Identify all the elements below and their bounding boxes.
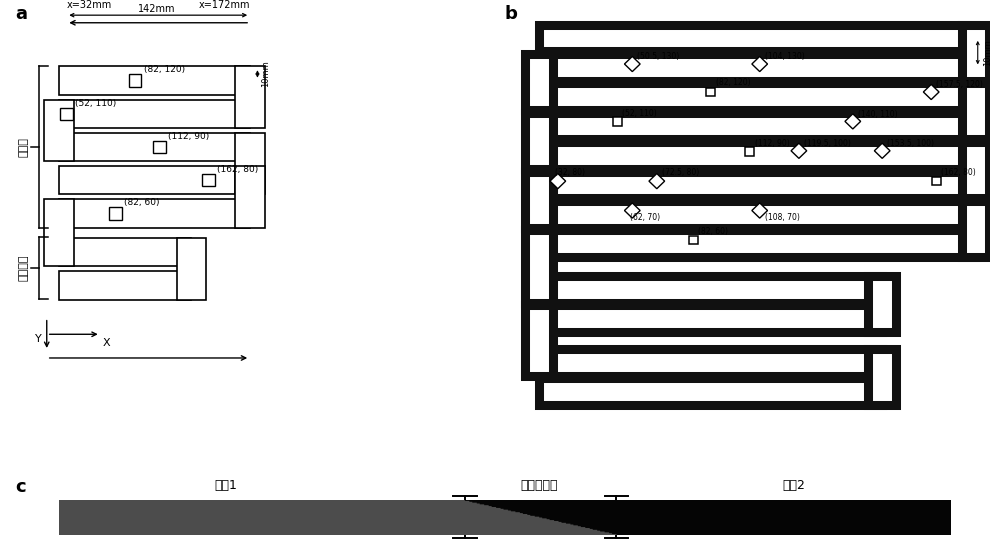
Text: (62, 70): (62, 70) — [630, 214, 660, 222]
Polygon shape — [874, 143, 890, 159]
Polygon shape — [845, 114, 861, 129]
Text: (112, 90): (112, 90) — [168, 132, 210, 141]
Bar — [962, 83, 989, 140]
Bar — [539, 349, 882, 376]
Bar — [525, 113, 553, 169]
Text: (52, 110): (52, 110) — [622, 108, 657, 118]
Text: 材料2: 材料2 — [783, 479, 805, 492]
Text: 10mm: 10mm — [261, 60, 270, 87]
Bar — [539, 172, 975, 198]
Bar — [745, 148, 754, 156]
Text: Y: Y — [35, 334, 42, 344]
Polygon shape — [624, 57, 640, 71]
Bar — [44, 199, 74, 267]
Text: 材料过渡区: 材料过渡区 — [520, 479, 558, 492]
Bar — [613, 117, 622, 126]
Text: x=32mm: x=32mm — [66, 1, 112, 10]
Polygon shape — [624, 203, 640, 218]
Text: X: X — [103, 337, 111, 348]
Bar — [525, 231, 553, 302]
Bar — [539, 83, 975, 110]
Bar — [525, 172, 553, 228]
Polygon shape — [752, 57, 768, 71]
Bar — [539, 25, 975, 51]
Bar — [177, 238, 206, 300]
Text: 转换区: 转换区 — [19, 137, 29, 157]
Text: (32, 80): (32, 80) — [555, 168, 585, 177]
Bar — [235, 133, 265, 195]
Text: b: b — [505, 5, 518, 23]
Bar — [235, 66, 265, 128]
Bar — [59, 66, 250, 95]
Bar — [962, 142, 989, 198]
Bar — [539, 113, 975, 140]
Bar — [539, 378, 882, 405]
Text: (108, 70): (108, 70) — [765, 214, 799, 222]
Polygon shape — [752, 203, 768, 218]
Bar — [59, 100, 250, 128]
Bar — [129, 75, 141, 87]
Text: (153.5, 100): (153.5, 100) — [887, 139, 934, 148]
Polygon shape — [550, 173, 566, 189]
Polygon shape — [923, 84, 939, 100]
Bar — [59, 199, 250, 228]
Text: (162, 80): (162, 80) — [941, 168, 976, 177]
Bar — [689, 235, 698, 244]
Bar — [60, 107, 73, 120]
Bar — [539, 201, 975, 228]
Polygon shape — [791, 143, 807, 159]
Bar — [153, 141, 166, 153]
Bar — [539, 54, 975, 81]
Bar — [706, 88, 715, 96]
Bar — [539, 142, 975, 169]
Text: 材料1: 材料1 — [214, 479, 237, 492]
Polygon shape — [649, 173, 665, 189]
Text: (162, 80): (162, 80) — [217, 165, 259, 174]
Bar — [59, 271, 191, 300]
Text: 预挤出区: 预挤出区 — [19, 255, 29, 281]
Text: (104, 130): (104, 130) — [765, 52, 804, 61]
Bar — [962, 201, 989, 257]
Bar — [525, 54, 553, 110]
Text: (82, 60): (82, 60) — [698, 227, 728, 236]
Bar — [235, 166, 265, 228]
Bar — [59, 133, 250, 161]
Text: (52, 110): (52, 110) — [75, 99, 116, 107]
Text: x=172mm: x=172mm — [199, 1, 250, 10]
Bar — [868, 276, 896, 332]
Text: (82, 60): (82, 60) — [124, 198, 160, 207]
Bar — [202, 174, 215, 186]
Text: (157.5, 120): (157.5, 120) — [936, 80, 983, 89]
Text: 142mm: 142mm — [138, 4, 176, 14]
Bar — [932, 177, 941, 185]
Bar — [109, 207, 122, 220]
Text: 10mm: 10mm — [983, 39, 992, 66]
Text: (82, 120): (82, 120) — [144, 65, 185, 75]
Text: (119.5, 100): (119.5, 100) — [804, 139, 851, 148]
Text: (112, 90): (112, 90) — [755, 139, 790, 148]
Text: (72.5, 80): (72.5, 80) — [662, 168, 699, 177]
Bar — [539, 276, 882, 302]
Bar — [962, 25, 989, 81]
Text: (50.5, 130): (50.5, 130) — [637, 52, 679, 61]
Bar — [59, 166, 250, 195]
Bar — [59, 238, 191, 267]
Text: (140, 110): (140, 110) — [858, 110, 897, 119]
Text: a: a — [15, 5, 27, 23]
Text: c: c — [15, 477, 26, 495]
Bar — [539, 305, 882, 332]
Bar — [539, 231, 975, 257]
Bar — [44, 100, 74, 161]
Text: (82, 120): (82, 120) — [716, 78, 750, 87]
Bar — [868, 349, 896, 405]
Bar — [525, 305, 553, 376]
